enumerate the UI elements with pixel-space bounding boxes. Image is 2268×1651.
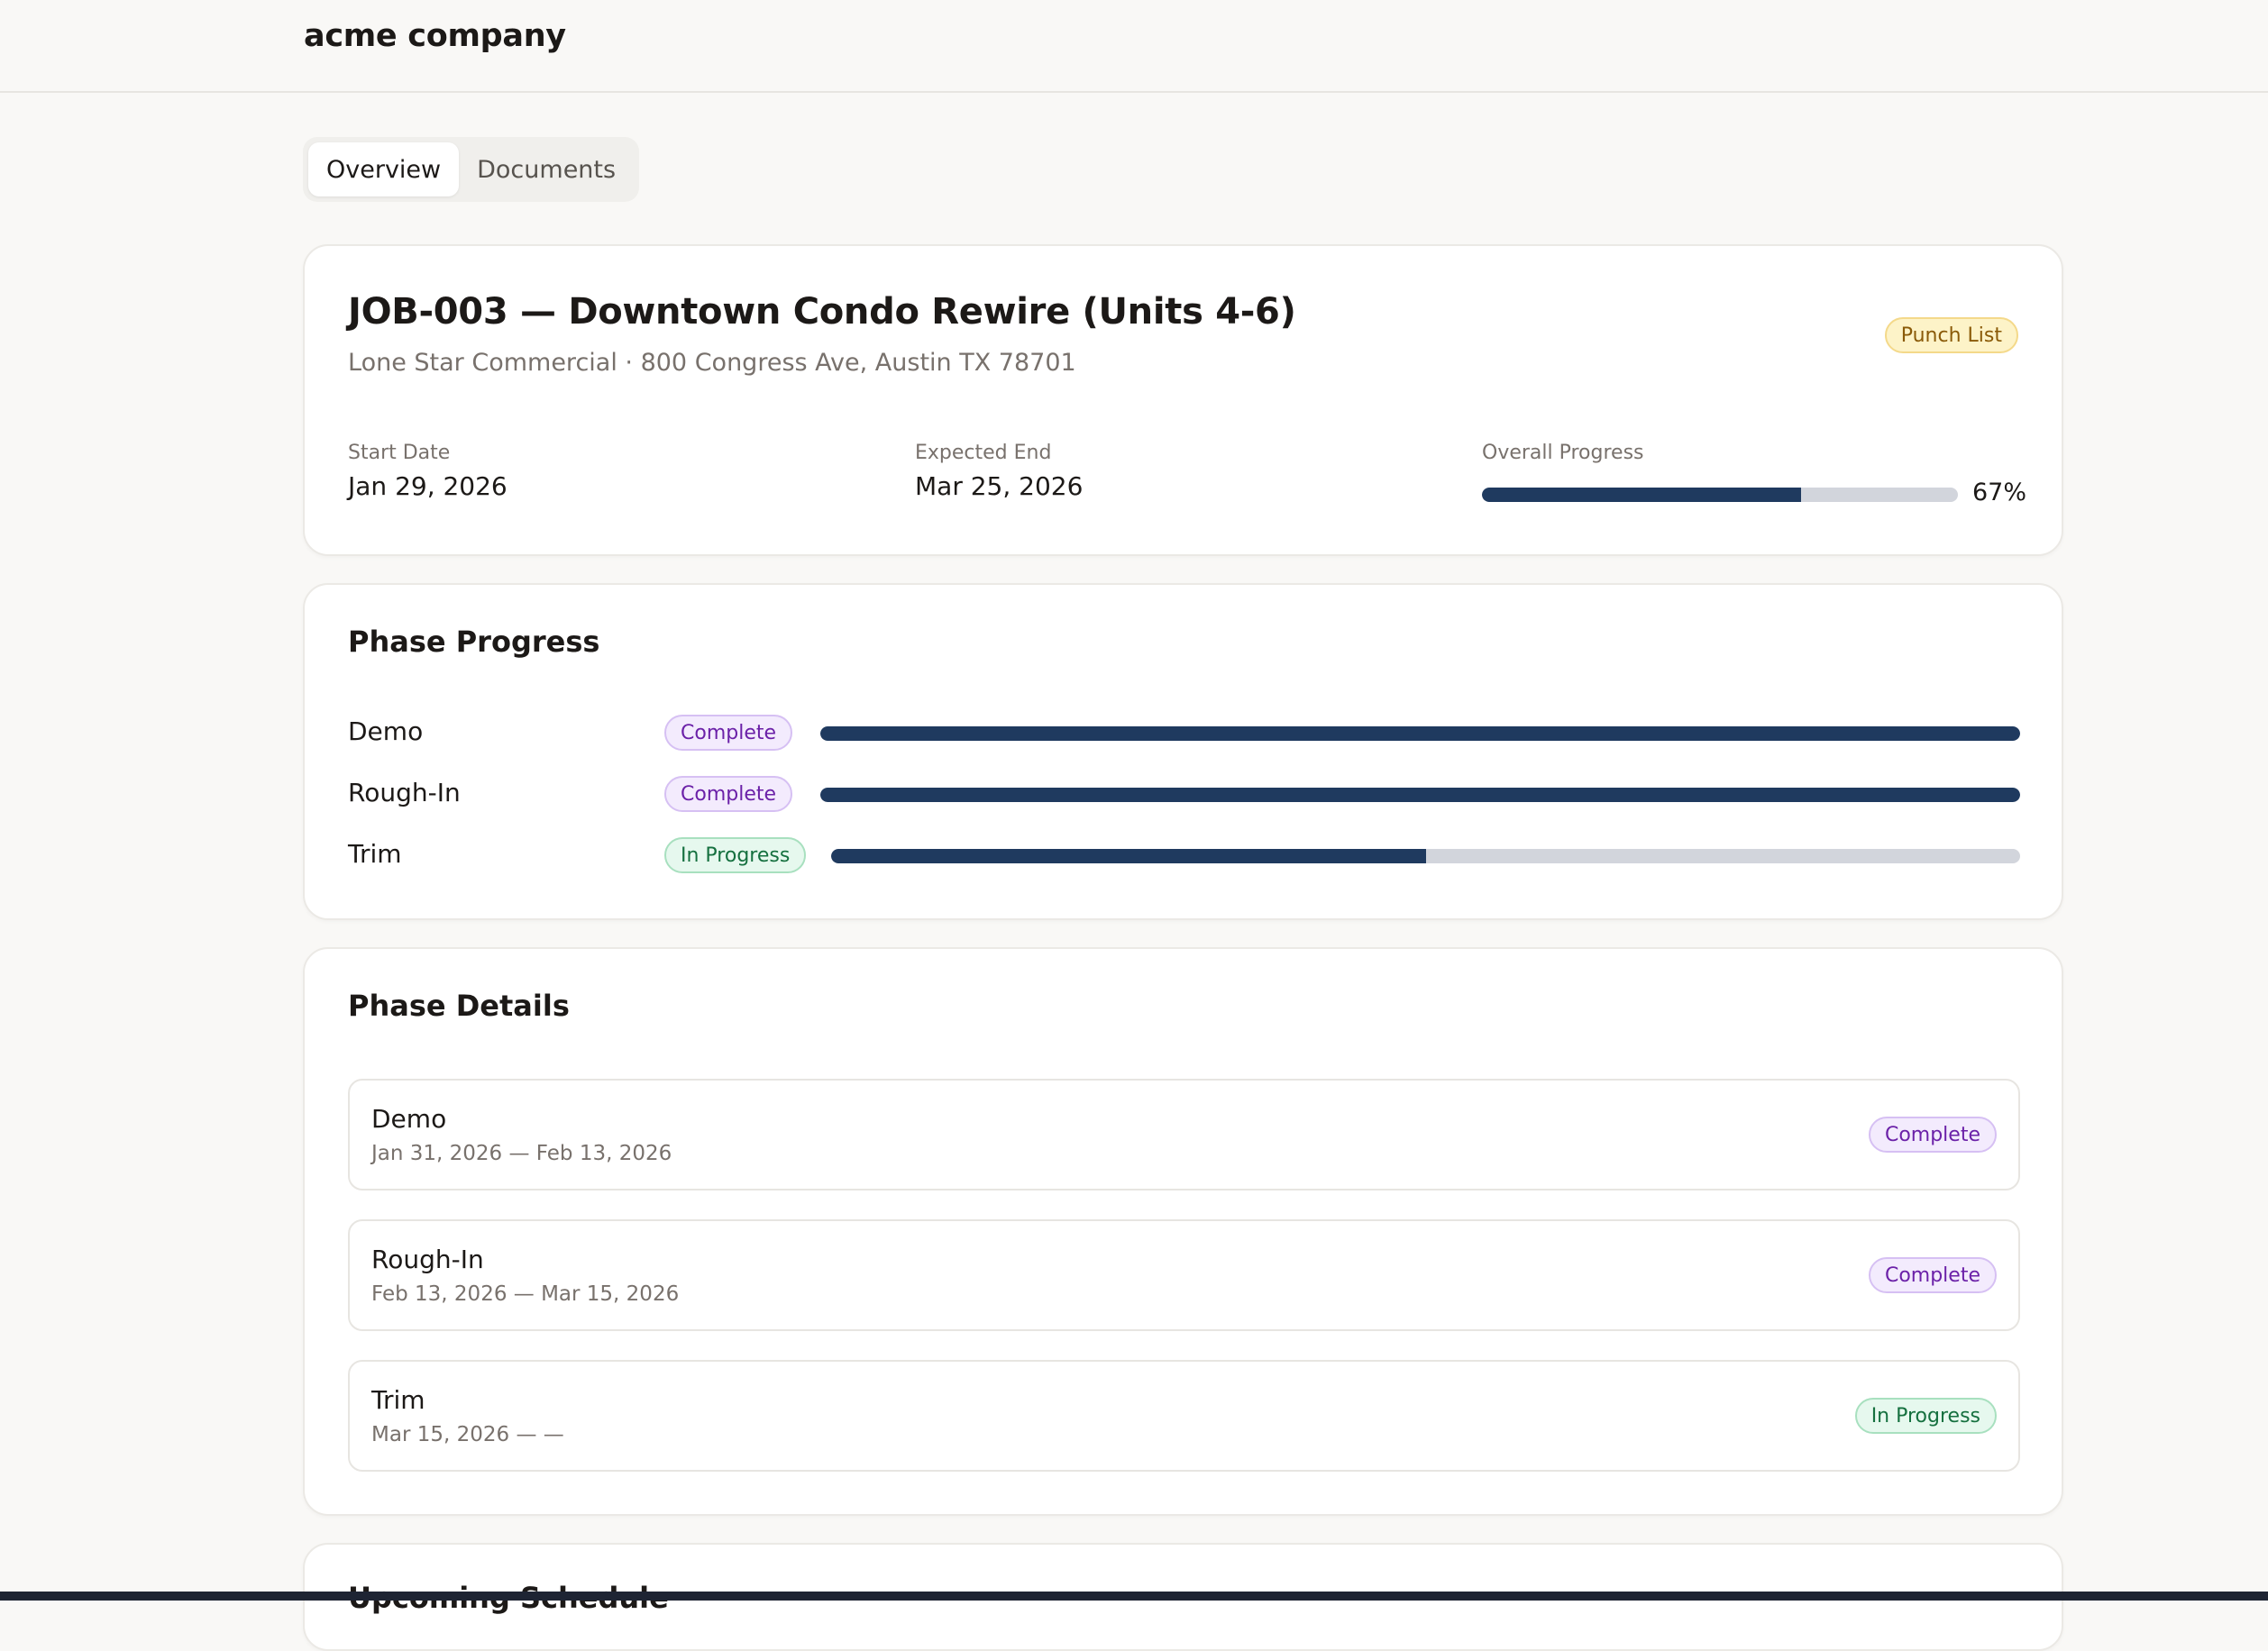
- start-date-value: Jan 29, 2026: [348, 471, 508, 501]
- phase-detail-name: Rough-In: [371, 1245, 484, 1274]
- start-date-label: Start Date: [348, 442, 451, 464]
- phase-detail-dates: Feb 13, 2026 — Mar 15, 2026: [371, 1282, 680, 1306]
- phase-detail-row-demo[interactable]: Demo Jan 31, 2026 — Feb 13, 2026 Complet…: [348, 1079, 2020, 1190]
- overall-progress-bar: [1482, 488, 1958, 502]
- phase-name-trim: Trim: [348, 839, 402, 869]
- phase-detail-name: Trim: [371, 1385, 425, 1415]
- phase-status-badge-trim: In Progress: [664, 837, 807, 873]
- phase-detail-dates: Jan 31, 2026 — Feb 13, 2026: [371, 1142, 672, 1165]
- phase-status-badge-demo: Complete: [664, 715, 793, 751]
- job-subtitle: Lone Star Commercial · 800 Congress Ave,…: [348, 349, 1076, 377]
- phase-detail-row-rough-in[interactable]: Rough-In Feb 13, 2026 — Mar 15, 2026 Com…: [348, 1219, 2020, 1331]
- phase-details-card: Phase Details Demo Jan 31, 2026 — Feb 13…: [303, 947, 2063, 1516]
- phase-detail-status-badge: Complete: [1868, 1117, 1997, 1153]
- tab-documents[interactable]: Documents: [477, 155, 617, 184]
- phase-progress-fill-rough-in: [820, 788, 2020, 802]
- phase-progress-fill-trim: [831, 849, 1426, 863]
- top-bar: acme company: [0, 0, 2268, 93]
- job-title: JOB-003 — Downtown Condo Rewire (Units 4…: [348, 291, 1296, 333]
- job-summary-card: JOB-003 — Downtown Condo Rewire (Units 4…: [303, 244, 2063, 556]
- expected-end-value: Mar 25, 2026: [915, 471, 1084, 501]
- phase-detail-name: Demo: [371, 1104, 447, 1134]
- tab-overview[interactable]: Overview: [308, 142, 460, 196]
- brand-name[interactable]: acme company: [304, 18, 566, 54]
- phase-name-demo: Demo: [348, 716, 424, 746]
- phase-progress-title: Phase Progress: [348, 625, 600, 659]
- job-status-badge: Punch List: [1884, 317, 2018, 353]
- phase-progress-fill-demo: [820, 726, 2020, 741]
- phase-detail-row-trim[interactable]: Trim Mar 15, 2026 — — In Progress: [348, 1360, 2020, 1472]
- phase-progress-card: Phase Progress Demo Complete Rough-In Co…: [303, 583, 2063, 920]
- tab-bar: Overview Documents: [303, 137, 640, 202]
- phase-progress-bar-rough-in: [820, 788, 2020, 802]
- phase-progress-bar-trim: [831, 849, 2020, 863]
- expected-end-label: Expected End: [915, 442, 1052, 464]
- overall-progress-percent: 67%: [1972, 479, 2027, 506]
- overall-progress-label: Overall Progress: [1482, 442, 1644, 464]
- bottom-edge-strip: [0, 1592, 2268, 1601]
- phase-detail-dates: Mar 15, 2026 — —: [371, 1423, 564, 1446]
- phase-status-badge-rough-in: Complete: [664, 776, 793, 812]
- phase-detail-status-badge: Complete: [1868, 1257, 1997, 1293]
- phase-detail-status-badge: In Progress: [1854, 1398, 1997, 1434]
- overall-progress-fill: [1482, 488, 1801, 502]
- phase-name-rough-in: Rough-In: [348, 778, 461, 807]
- phase-progress-bar-demo: [820, 726, 2020, 741]
- phase-details-title: Phase Details: [348, 989, 570, 1023]
